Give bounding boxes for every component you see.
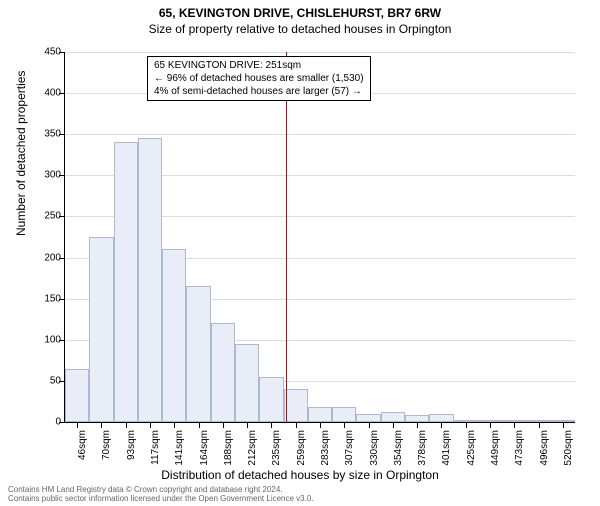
x-tick: [490, 422, 491, 428]
footer-line-2: Contains public sector information licen…: [8, 494, 314, 504]
x-tick-label: 117sqm: [150, 430, 161, 470]
page-subtitle: Size of property relative to detached ho…: [0, 22, 600, 36]
x-tick: [563, 422, 564, 428]
histogram-bar: [235, 344, 259, 422]
x-tick-label: 141sqm: [174, 430, 185, 470]
page-title: 65, KEVINGTON DRIVE, CHISLEHURST, BR7 6R…: [0, 6, 600, 20]
gridline: [65, 52, 575, 53]
histogram-bar: [308, 407, 332, 422]
histogram-bar: [211, 323, 235, 422]
histogram-bar: [259, 377, 283, 422]
x-tick-label: 473sqm: [514, 430, 525, 470]
x-tick-label: 307sqm: [344, 430, 355, 470]
x-tick: [441, 422, 442, 428]
x-tick-label: 354sqm: [393, 430, 404, 470]
x-tick-label: 378sqm: [417, 430, 428, 470]
histogram-bar: [332, 407, 356, 422]
y-tick-label: 200: [31, 252, 61, 263]
x-tick: [393, 422, 394, 428]
y-tick-label: 400: [31, 88, 61, 99]
x-tick: [417, 422, 418, 428]
y-tick-label: 250: [31, 211, 61, 222]
histogram-bar: [162, 249, 186, 422]
annotation-line: 65 KEVINGTON DRIVE: 251sqm: [154, 59, 364, 72]
x-tick: [344, 422, 345, 428]
x-tick-label: 70sqm: [101, 430, 112, 470]
histogram-bar: [284, 389, 308, 422]
gridline: [65, 134, 575, 135]
x-tick-label: 235sqm: [271, 430, 282, 470]
plot-area: 05010015020025030035040045046sqm70sqm93s…: [64, 52, 575, 423]
y-tick-label: 150: [31, 293, 61, 304]
x-tick-label: 330sqm: [369, 430, 380, 470]
x-tick-label: 401sqm: [441, 430, 452, 470]
x-tick: [223, 422, 224, 428]
x-tick-label: 449sqm: [490, 430, 501, 470]
histogram-bar: [138, 138, 162, 422]
x-tick-label: 283sqm: [320, 430, 331, 470]
x-axis-label: Distribution of detached houses by size …: [0, 468, 600, 482]
y-tick-label: 300: [31, 170, 61, 181]
histogram-bar: [186, 286, 210, 422]
x-tick: [320, 422, 321, 428]
y-tick-label: 100: [31, 334, 61, 345]
x-tick: [77, 422, 78, 428]
footer-attribution: Contains HM Land Registry data © Crown c…: [8, 485, 314, 504]
annotation-line: ← 96% of detached houses are smaller (1,…: [154, 72, 364, 85]
x-tick: [126, 422, 127, 428]
x-tick: [466, 422, 467, 428]
marker-line: [286, 52, 287, 422]
x-tick: [174, 422, 175, 428]
histogram-bar: [89, 237, 113, 422]
histogram-bar: [65, 369, 89, 422]
y-tick-label: 50: [31, 375, 61, 386]
x-tick: [369, 422, 370, 428]
histogram-bar: [381, 412, 405, 422]
x-tick-label: 425sqm: [466, 430, 477, 470]
x-tick: [539, 422, 540, 428]
x-tick: [150, 422, 151, 428]
x-tick-label: 164sqm: [199, 430, 210, 470]
x-tick-label: 520sqm: [563, 430, 574, 470]
x-tick-label: 188sqm: [223, 430, 234, 470]
x-tick: [101, 422, 102, 428]
y-tick-label: 0: [31, 417, 61, 428]
histogram-bar: [429, 414, 453, 422]
x-tick-label: 93sqm: [126, 430, 137, 470]
x-tick-label: 46sqm: [77, 430, 88, 470]
histogram-chart: 05010015020025030035040045046sqm70sqm93s…: [64, 52, 574, 422]
x-tick: [271, 422, 272, 428]
x-tick: [199, 422, 200, 428]
annotation-line: 4% of semi-detached houses are larger (5…: [154, 85, 364, 98]
x-tick-label: 496sqm: [539, 430, 550, 470]
y-axis-label: Number of detached properties: [14, 71, 28, 236]
annotation-box: 65 KEVINGTON DRIVE: 251sqm← 96% of detac…: [147, 56, 371, 101]
x-tick-label: 212sqm: [247, 430, 258, 470]
histogram-bar: [114, 142, 138, 422]
x-tick-label: 259sqm: [296, 430, 307, 470]
x-tick: [247, 422, 248, 428]
x-tick: [296, 422, 297, 428]
y-tick-label: 450: [31, 47, 61, 58]
y-tick-label: 350: [31, 129, 61, 140]
x-tick: [514, 422, 515, 428]
footer-line-1: Contains HM Land Registry data © Crown c…: [8, 485, 314, 495]
histogram-bar: [356, 414, 380, 422]
